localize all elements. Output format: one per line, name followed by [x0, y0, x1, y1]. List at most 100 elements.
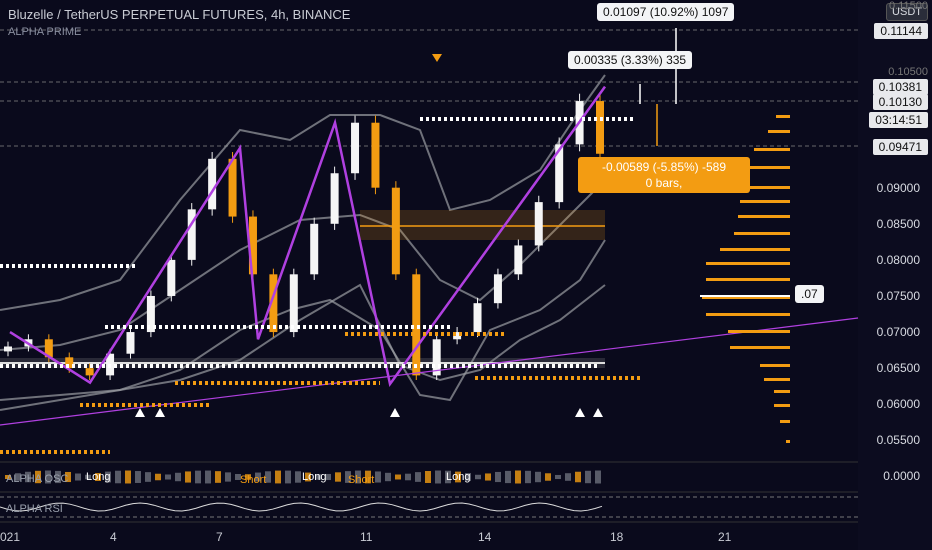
osc-bar: [75, 473, 81, 481]
price-partial-2: 0.10500: [888, 66, 928, 78]
volume-profile-bar-10: [706, 278, 790, 281]
osc-bar: [85, 474, 91, 480]
candle-body: [4, 346, 12, 352]
candle-body: [146, 295, 155, 333]
osc-bar: [275, 470, 281, 484]
volume-profile-bar-3: [746, 166, 790, 169]
volume-profile-bar-5: [740, 200, 790, 203]
candle-body: [351, 122, 360, 174]
osc-bar: [125, 470, 131, 484]
measure-down-bars: 0 bars,: [645, 176, 683, 190]
candle-body: [596, 101, 604, 154]
osc-bar: [35, 470, 41, 484]
osc-bar: [135, 471, 141, 483]
osc-bar: [495, 471, 501, 483]
price-tick-8: 0.0000: [883, 469, 920, 483]
bollinger-upper: [0, 74, 606, 311]
osc-bar: [465, 473, 471, 481]
price-highlight-0: 0.11144: [874, 23, 928, 39]
candle-body: [126, 332, 135, 354]
volume-profile-bar-19: [780, 420, 790, 423]
osc-bar: [325, 473, 331, 481]
price-tick-6: 0.06000: [876, 397, 920, 412]
osc-bar: [105, 471, 111, 483]
volume-profile-bar-17: [774, 390, 790, 393]
osc-bar: [455, 471, 461, 483]
osc-bar: [25, 471, 31, 483]
osc-bar: [265, 471, 271, 483]
candle-body: [534, 202, 543, 246]
volume-profile-bar-1: [768, 130, 790, 133]
volume-profile-bar-4: [744, 186, 790, 189]
osc-bar: [205, 470, 211, 484]
marker-label: .07: [795, 285, 824, 303]
price-highlight-4: 0.09471: [872, 139, 928, 155]
osc-bar: [425, 471, 431, 483]
candle-body: [167, 259, 176, 296]
buy-triangle-2: [390, 408, 400, 417]
price-tick-1: 0.08500: [876, 216, 920, 231]
candle-body: [514, 245, 523, 275]
volume-profile-bar-12: [706, 313, 790, 316]
osc-bar: [65, 471, 71, 483]
volume-profile-bar-6: [738, 215, 790, 218]
osc-bar: [565, 473, 571, 481]
candle-body: [228, 158, 237, 217]
osc-bar: [475, 474, 481, 480]
currency-badge[interactable]: USDT: [886, 3, 928, 21]
volume-profile-bar-0: [776, 115, 790, 118]
buy-triangle-1: [155, 408, 165, 417]
candle-body: [453, 332, 462, 340]
price-tick-2: 0.08000: [876, 252, 920, 267]
chart-title: Bluzelle / TetherUS PERPETUAL FUTURES, 4…: [8, 7, 351, 22]
osc-bar: [115, 470, 121, 484]
candle-body: [412, 274, 421, 376]
osc-bar: [555, 474, 561, 480]
candle-body: [85, 368, 94, 376]
buy-triangle-0: [135, 408, 145, 417]
osc-bar: [295, 471, 301, 483]
candle-body: [248, 216, 257, 275]
x-tick-0: 021: [0, 530, 21, 544]
osc-bar: [395, 474, 401, 480]
supply-zone: [360, 210, 605, 240]
price-tick-5: 0.06500: [876, 361, 920, 376]
osc-bar: [225, 472, 231, 482]
volume-profile-bar-2: [754, 148, 790, 151]
osc-bar: [515, 470, 521, 484]
osc-bar: [485, 473, 491, 481]
osc-bar: [45, 470, 51, 484]
osc-bar: [575, 471, 581, 483]
osc-bar: [285, 470, 291, 484]
osc-bar: [255, 472, 261, 482]
osc-bar: [505, 470, 511, 484]
signal-short-1: Short: [240, 474, 267, 486]
osc-bar: [155, 473, 161, 481]
osc-bar: [175, 472, 181, 482]
candle-body: [330, 173, 339, 224]
candle-body: [371, 122, 380, 188]
volume-profile-bar-8: [720, 248, 790, 251]
osc-bar: [15, 473, 21, 481]
osc-bar: [345, 471, 351, 483]
buy-triangle-3: [575, 408, 585, 417]
candle-body: [44, 339, 53, 358]
osc-bar: [445, 470, 451, 484]
measure-mid: 0.00335 (3.33%) 335: [568, 51, 693, 69]
osc-bar: [375, 471, 381, 483]
osc-bar: [525, 470, 531, 484]
sell-triangle: [432, 54, 442, 62]
price-partial-top: 0.11500: [889, 0, 928, 12]
osc-bar: [165, 474, 171, 480]
measure-top: 0.01097 (10.92%) 1097: [597, 3, 735, 21]
osc-bar: [235, 473, 241, 481]
candle-body: [208, 158, 217, 210]
price-highlight-1: 0.10381: [872, 79, 928, 95]
osc-bar: [145, 472, 151, 482]
osc-bar: [415, 472, 421, 482]
volume-profile-bar-20: [786, 440, 790, 443]
volume-profile-bar-7: [734, 232, 790, 235]
price-tick-7: 0.05500: [876, 433, 920, 448]
